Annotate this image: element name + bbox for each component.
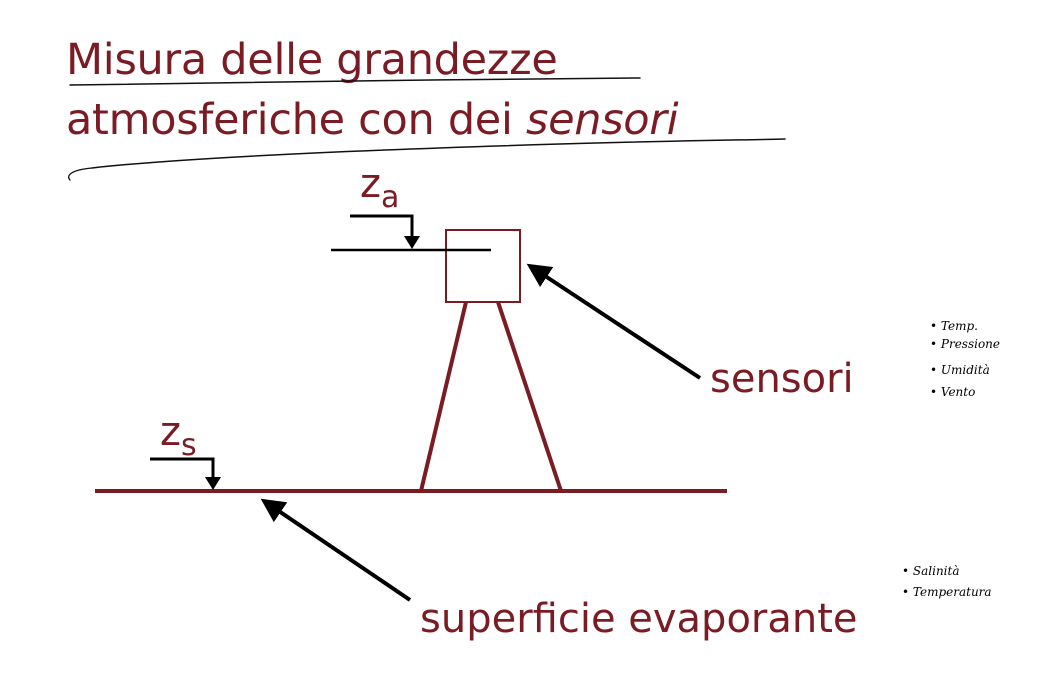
za-marker-arrow-icon xyxy=(404,236,420,249)
sensor-box xyxy=(445,229,521,303)
surface-note-salinity: • Salinità xyxy=(902,564,960,578)
slide-title: Misura delle grandezze atmosferiche con d… xyxy=(66,30,826,150)
sensor-notes: • Temp. • Pressione • Umidità • Vento xyxy=(930,319,1000,399)
surface-pointer-arrow xyxy=(260,498,412,602)
zs-marker-arrow-icon xyxy=(205,477,221,490)
mast-left-leg xyxy=(419,301,468,492)
title-underline-stroke-2 xyxy=(91,138,786,169)
sensor-note-pressure: • Pressione xyxy=(930,337,1000,351)
mast-right-leg xyxy=(496,301,563,492)
za-symbol: z xyxy=(360,161,381,207)
za-marker-bracket xyxy=(350,214,414,242)
surface-note-temperature: • Temperatura xyxy=(902,585,992,599)
title-line-2: atmosferiche con dei xyxy=(66,95,526,145)
title-line-1: Misura delle grandezze xyxy=(66,35,558,85)
sensor-note-temp: • Temp. xyxy=(930,319,978,333)
zs-marker-bracket xyxy=(150,457,215,484)
za-label: za xyxy=(360,161,399,215)
sensor-pointer-arrow xyxy=(526,263,702,380)
za-subscript: a xyxy=(381,180,399,215)
title-underline-stroke-1 xyxy=(69,77,641,86)
title-emphasis: sensori xyxy=(525,95,679,145)
surface-label: superficie evaporante xyxy=(420,596,858,642)
zs-subscript: s xyxy=(181,428,197,463)
sensor-label: sensori xyxy=(710,356,854,402)
title-underline-stroke-3 xyxy=(68,167,93,181)
zs-label: zs xyxy=(160,409,197,463)
sensor-note-wind: • Vento xyxy=(930,385,975,399)
zs-symbol: z xyxy=(160,409,181,455)
surface-notes: • Salinità • Temperatura xyxy=(902,564,992,599)
sensor-note-humidity: • Umidità xyxy=(930,363,990,377)
